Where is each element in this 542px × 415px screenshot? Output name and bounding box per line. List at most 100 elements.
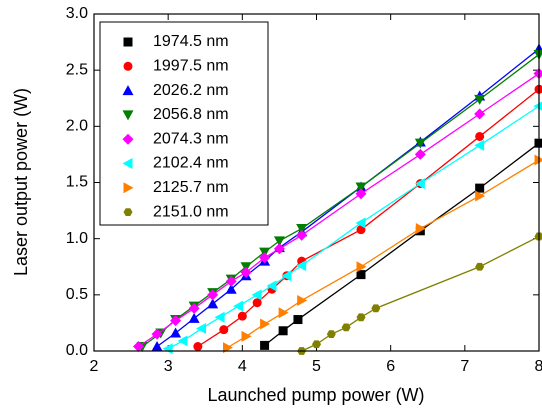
legend-marker [123, 37, 133, 47]
marker [293, 315, 303, 325]
marker [225, 283, 237, 294]
y-axis-label: Laser output power (W) [11, 88, 31, 276]
marker [296, 229, 308, 241]
series [297, 232, 542, 355]
marker [355, 182, 367, 193]
marker [151, 341, 163, 352]
marker [273, 243, 285, 255]
marker [534, 154, 542, 166]
marker [188, 302, 200, 314]
marker [355, 188, 367, 200]
series [133, 68, 542, 353]
x-tick-label: 5 [312, 358, 321, 375]
marker [356, 261, 367, 273]
marker [474, 139, 485, 151]
marker [356, 225, 366, 235]
legend-marker [123, 208, 133, 216]
marker [281, 270, 292, 282]
marker [170, 315, 182, 327]
marker [474, 108, 486, 120]
marker [240, 266, 252, 278]
marker [371, 304, 381, 313]
legend-marker [122, 158, 133, 169]
marker [193, 342, 203, 352]
marker [207, 289, 219, 301]
marker [233, 300, 244, 312]
marker [219, 325, 229, 335]
marker [278, 307, 289, 319]
marker [341, 323, 351, 332]
x-tick-label: 4 [238, 358, 247, 375]
marker [214, 311, 225, 323]
marker [252, 298, 262, 308]
marker [251, 289, 262, 301]
x-tick-label: 2 [90, 358, 99, 375]
marker [534, 232, 542, 241]
legend-marker [123, 182, 134, 194]
marker [533, 49, 542, 60]
marker [177, 335, 188, 347]
y-tick-label: 2.0 [66, 118, 88, 135]
marker [355, 217, 366, 229]
marker [133, 341, 144, 353]
legend-label: 1997.5 nm [153, 58, 229, 75]
marker [312, 340, 321, 349]
marker [273, 236, 285, 247]
marker [237, 311, 247, 321]
marker [326, 330, 336, 339]
x-tick-label: 7 [460, 358, 469, 375]
y-tick-label: 3.0 [66, 5, 88, 22]
legend: 1974.5 nm 1997.5 nm 2026.2 nm 2056.8 nm 2074… [99, 21, 269, 226]
legend-label: 2125.7 nm [153, 179, 229, 196]
legend-marker [122, 110, 134, 121]
marker [475, 262, 485, 271]
x-tick-label: 3 [164, 358, 173, 375]
marker [296, 224, 308, 235]
y-tick-label: 1.0 [66, 230, 88, 247]
x-tick-label: 8 [535, 358, 542, 375]
marker [414, 148, 426, 160]
marker [297, 294, 308, 306]
marker [260, 318, 271, 330]
y-tick-label: 1.5 [66, 174, 88, 191]
marker [415, 223, 426, 235]
marker [414, 178, 425, 190]
marker [241, 330, 252, 342]
marker [207, 298, 219, 309]
marker [533, 68, 542, 80]
marker [474, 94, 486, 105]
marker [151, 328, 163, 340]
legend-label: 2056.8 nm [153, 106, 229, 123]
marker [259, 252, 271, 264]
marker [296, 260, 307, 272]
legend-marker [122, 133, 134, 145]
x-tick-label: 6 [386, 358, 395, 375]
series [223, 154, 542, 354]
legend-label: 1974.5 nm [153, 33, 229, 50]
marker [170, 327, 182, 338]
y-tick-label: 0.5 [66, 286, 88, 303]
x-axis-label: Launched pump power (W) [207, 385, 424, 405]
marker [414, 138, 426, 149]
y-tick-label: 0.0 [66, 342, 88, 359]
marker [533, 101, 542, 111]
marker [475, 183, 485, 193]
marker [266, 280, 277, 292]
legend-box [99, 21, 269, 226]
marker [278, 326, 288, 336]
legend-label: 2026.2 nm [153, 82, 229, 99]
marker [196, 323, 207, 335]
marker [534, 138, 542, 148]
y-tick-label: 2.5 [66, 61, 88, 78]
marker [225, 275, 237, 287]
legend-label: 2074.3 nm [153, 130, 229, 147]
marker [188, 312, 200, 323]
legend-label: 2151.0 nm [153, 203, 229, 220]
legend-label: 2102.4 nm [153, 155, 229, 172]
legend-marker [123, 61, 133, 71]
marker [475, 190, 486, 202]
legend-marker [122, 85, 134, 96]
marker [356, 270, 366, 280]
marker [223, 342, 233, 354]
